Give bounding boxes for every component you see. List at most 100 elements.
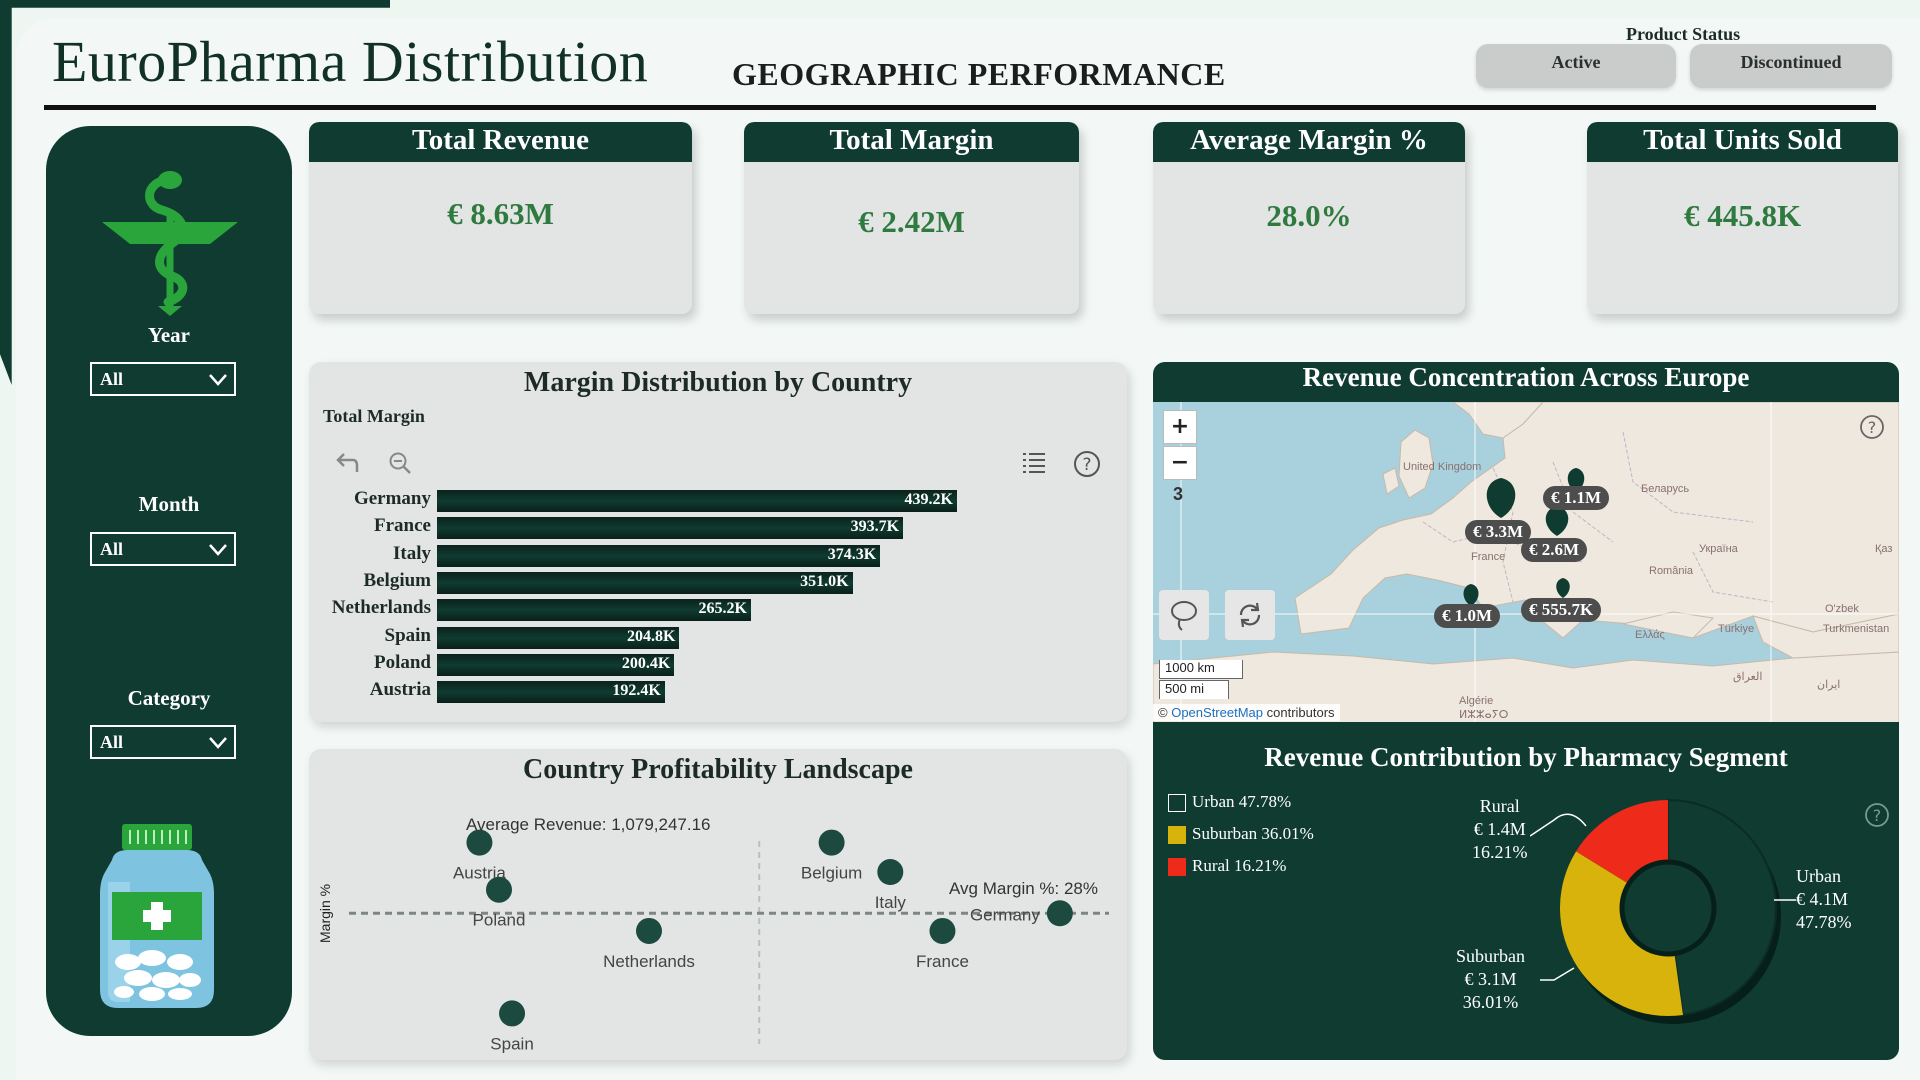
scale-km: 1000 km (1159, 660, 1243, 679)
map-pin-label[interactable]: € 1.0M (1434, 604, 1501, 628)
map-pin (1556, 578, 1570, 598)
bar-netherlands[interactable]: 265.2K (437, 599, 751, 622)
bar-value-label: 200.4K (621, 654, 671, 672)
kpi-value: € 8.63M (447, 196, 554, 231)
margin-chart-subtitle: Total Margin (323, 406, 425, 426)
scatter-point-germany (1046, 900, 1073, 927)
scatter-point-label: Germany (970, 905, 1040, 924)
page-heading: GEOGRAPHIC PERFORMANCE (732, 56, 1226, 92)
bar-spain[interactable]: 204.8K (437, 626, 680, 649)
map-zoom-in-button[interactable]: + (1163, 410, 1197, 444)
chevron-down-icon (209, 374, 227, 386)
chevron-down-icon (209, 737, 227, 749)
status-active-button[interactable]: Active (1476, 44, 1676, 88)
scatter-point-spain (499, 1000, 526, 1027)
legend-label: Suburban 36.01% (1192, 824, 1314, 843)
month-dropdown[interactable]: All (90, 532, 236, 566)
slice-value: € 3.1M (1464, 969, 1517, 989)
map-place-label: Türkiye (1718, 623, 1754, 635)
bar-value-label: 204.8K (627, 627, 676, 645)
bar-category-label: Germany (353, 488, 431, 509)
chevron-down-icon (209, 544, 227, 556)
list-view-icon[interactable] (1021, 450, 1047, 476)
donut-label-suburban: Suburban € 3.1M 36.01% (1456, 945, 1525, 1014)
legend-label: Urban 47.78% (1192, 792, 1292, 811)
lasso-select-button[interactable] (1159, 590, 1209, 640)
help-icon[interactable]: ? (1859, 414, 1885, 440)
map-pin (1463, 584, 1479, 606)
legend-suburban[interactable]: Suburban 36.01% (1168, 824, 1314, 845)
legend-rural[interactable]: Rural 16.21% (1168, 856, 1286, 877)
map-place-label: O'zbek (1825, 603, 1859, 615)
slice-name: Suburban (1456, 946, 1525, 966)
scatter-point-netherlands (636, 917, 662, 944)
map-zoom-out-button[interactable]: − (1163, 446, 1197, 480)
help-icon[interactable]: ? (1864, 802, 1890, 828)
reset-map-button[interactable] (1225, 590, 1275, 640)
bar-category-label: Austria (369, 679, 431, 701)
margin-chart-title: Margin Distribution by Country (523, 367, 913, 398)
refresh-icon (1239, 602, 1261, 628)
map-place-label: Україна (1699, 543, 1739, 555)
map-place-label: Қаз (1875, 543, 1892, 555)
segment-donut-chart (1560, 798, 1781, 1024)
undo-icon[interactable] (333, 450, 359, 476)
bar-germany[interactable]: 439.2K (437, 490, 957, 512)
map-place-label: ⵍⵣⵣⴰⵢⵔ (1459, 709, 1509, 721)
scatter-point-label: Belgium (801, 864, 862, 883)
map-zoom-level: 3 (1173, 484, 1184, 504)
segment-card: Revenue Contribution by Pharmacy Segment… (1153, 722, 1899, 1060)
year-filter-label: Year (148, 323, 190, 347)
margin-distribution-card: Margin Distribution by Country Total Mar… (309, 362, 1127, 722)
scatter-point-label: Netherlands (603, 952, 695, 971)
svg-text:?: ? (1873, 806, 1882, 825)
kpi-title: Total Margin (744, 122, 1079, 162)
year-dropdown[interactable]: All (90, 362, 236, 396)
caduceus-logo-icon (102, 171, 238, 316)
map-pin-label[interactable]: € 3.3M (1465, 520, 1532, 544)
bar-france[interactable]: 393.7K (437, 517, 904, 540)
donut-slice-suburban (1560, 851, 1684, 1016)
map-title: Revenue Concentration Across Europe (1302, 362, 1750, 392)
map-pin-label[interactable]: € 555.7K (1521, 598, 1602, 622)
kpi-total-margin: Total Margin € 2.42M (744, 122, 1079, 314)
avg-margin-label: Avg Margin %: 28% (949, 879, 1098, 898)
scatter-point-label: Austria (453, 864, 506, 883)
bar-austria[interactable]: 192.4K (437, 681, 665, 704)
scale-mi: 500 mi (1159, 680, 1229, 699)
segment-title: Revenue Contribution by Pharmacy Segment (1264, 742, 1788, 772)
bar-belgium[interactable]: 351.0K (437, 571, 853, 594)
map-pin-label[interactable]: € 1.1M (1543, 486, 1610, 510)
help-icon[interactable]: ? (1073, 450, 1101, 478)
bar-poland[interactable]: 200.4K (437, 653, 675, 676)
svg-text:?: ? (1082, 455, 1091, 475)
donut-label-rural: Rural € 1.4M 16.21% (1472, 795, 1528, 864)
bar-value-label: 374.3K (827, 545, 877, 563)
europe-map[interactable]: United Kingdom Беларусь France Україна R… (1153, 402, 1899, 724)
scatter-point-label: France (916, 952, 969, 971)
category-dropdown[interactable]: All (90, 725, 236, 759)
map-place-label: Беларусь (1641, 483, 1689, 495)
svg-text:?: ? (1868, 418, 1877, 437)
avg-revenue-label: Average Revenue: 1,079,247.16 (466, 815, 711, 834)
slice-name: Rural (1479, 796, 1520, 816)
profitability-landscape-card: Country Profitability Landscape Margin %… (309, 749, 1127, 1060)
slice-pct: 16.21% (1472, 842, 1528, 862)
osm-link[interactable]: OpenStreetMap (1171, 705, 1263, 720)
map-pin-label[interactable]: € 2.6M (1521, 538, 1588, 562)
category-dropdown-value: All (100, 732, 124, 752)
status-discontinued-button[interactable]: Discontinued (1690, 44, 1892, 88)
legend-urban[interactable]: Urban 47.78% (1168, 792, 1292, 813)
map-place-label: France (1471, 551, 1505, 563)
leader-line-suburban (1540, 967, 1575, 981)
legend-swatch (1168, 858, 1186, 877)
attribution-prefix: © (1158, 705, 1168, 720)
bar-italy[interactable]: 374.3K (437, 544, 881, 567)
scatter-point-label: Italy (875, 893, 907, 912)
kpi-total-units-sold: Total Units Sold € 445.8K (1587, 122, 1898, 314)
map-place-label: العراق (1733, 671, 1762, 683)
map-place-label: ایران (1817, 679, 1840, 691)
kpi-total-revenue: Total Revenue € 8.63M (309, 122, 692, 314)
zoom-out-icon[interactable] (387, 450, 413, 476)
slice-value: € 1.4M (1473, 819, 1526, 839)
